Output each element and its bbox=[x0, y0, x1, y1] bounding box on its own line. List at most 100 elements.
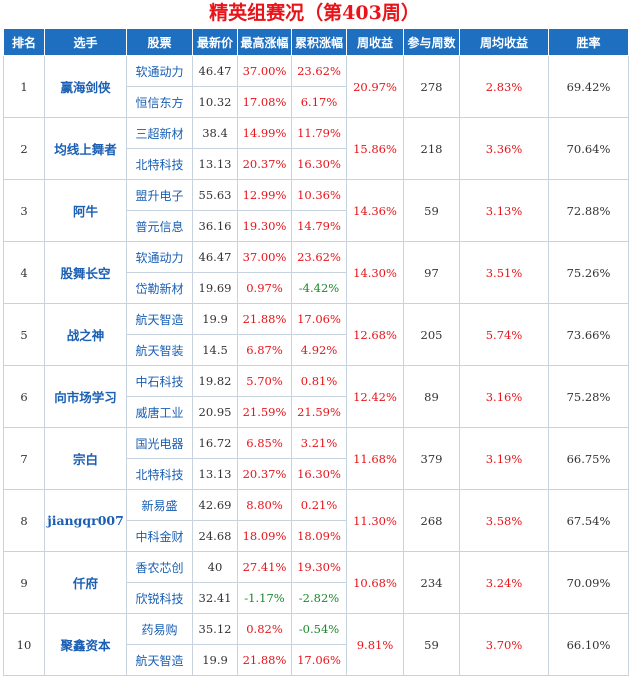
weeks-cell: 59 bbox=[403, 613, 460, 676]
price-cell: 32.41 bbox=[192, 582, 238, 614]
rank-cell: 3 bbox=[3, 179, 45, 242]
weeks-cell: 97 bbox=[403, 241, 460, 304]
stock-link[interactable]: 三超新材 bbox=[126, 117, 193, 149]
player-link[interactable]: jiangqr007 bbox=[44, 489, 127, 552]
max-gain-cell: 21.88% bbox=[237, 303, 292, 335]
player-link[interactable]: 阿牛 bbox=[44, 179, 127, 242]
player-link[interactable]: 仟府 bbox=[44, 551, 127, 614]
player-link[interactable]: 聚鑫资本 bbox=[44, 613, 127, 676]
max-gain-cell: 19.30% bbox=[237, 210, 292, 242]
price-cell: 55.63 bbox=[192, 179, 238, 211]
max-gain-cell: 18.09% bbox=[237, 520, 292, 552]
table-row: 1 赢海剑侠 软通动力 46.47 37.00% 23.62% 20.97% 278 2.83%… bbox=[3, 55, 629, 118]
rank-cell: 2 bbox=[3, 117, 45, 180]
max-gain-cell: 17.08% bbox=[237, 86, 292, 118]
player-link[interactable]: 战之神 bbox=[44, 303, 127, 366]
win-rate-cell: 70.09% bbox=[548, 551, 629, 614]
stock-link[interactable]: 威唐工业 bbox=[126, 396, 193, 428]
table-row: 岱勒新材 19.69 0.97% -4.42% bbox=[4, 272, 629, 304]
cum-gain-cell: 14.79% bbox=[291, 210, 347, 242]
table-row: 5 战之神 航天智造 19.9 21.88% 17.06% 12.68% 205 5.74% 73… bbox=[3, 303, 629, 366]
stock-link[interactable]: 航天智造 bbox=[126, 644, 193, 676]
week-return-cell: 11.30% bbox=[346, 489, 404, 552]
cum-gain-cell: 0.81% bbox=[291, 365, 347, 397]
player-link[interactable]: 宗白 bbox=[44, 427, 127, 490]
avg-return-cell: 3.24% bbox=[459, 551, 549, 614]
week-return-cell: 14.36% bbox=[346, 179, 404, 242]
price-cell: 36.16 bbox=[192, 210, 238, 242]
cum-gain-cell: 0.21% bbox=[291, 489, 347, 521]
cum-gain-cell: 23.62% bbox=[291, 241, 347, 273]
cum-gain-cell: 11.79% bbox=[291, 117, 347, 149]
table-row: 8 jiangqr007 新易盛 42.69 8.80% 0.21% 11.30% 268 3.… bbox=[3, 489, 629, 552]
table-row: 航天智造 19.9 21.88% 17.06% bbox=[4, 644, 629, 676]
stock-link[interactable]: 恒信东方 bbox=[126, 86, 193, 118]
cum-gain-cell: -4.42% bbox=[291, 272, 347, 304]
header-week-return: 周收益 bbox=[346, 28, 404, 56]
week-return-cell: 9.81% bbox=[346, 613, 404, 676]
avg-return-cell: 3.58% bbox=[459, 489, 549, 552]
max-gain-cell: 37.00% bbox=[237, 241, 292, 273]
player-link[interactable]: 向市场学习 bbox=[44, 365, 127, 428]
stock-link[interactable]: 药易购 bbox=[126, 613, 193, 645]
weeks-cell: 234 bbox=[403, 551, 460, 614]
header-cum-gain: 累积涨幅 bbox=[291, 28, 347, 56]
player-link[interactable]: 均线上舞者 bbox=[44, 117, 127, 180]
stock-link[interactable]: 航天智造 bbox=[126, 303, 193, 335]
stock-link[interactable]: 香农芯创 bbox=[126, 551, 193, 583]
table-row: 中科金财 24.68 18.09% 18.09% bbox=[4, 520, 629, 552]
stock-link[interactable]: 盟升电子 bbox=[126, 179, 193, 211]
price-cell: 38.4 bbox=[192, 117, 238, 149]
price-cell: 42.69 bbox=[192, 489, 238, 521]
stock-link[interactable]: 软通动力 bbox=[126, 55, 193, 87]
weeks-cell: 278 bbox=[403, 55, 460, 118]
page-title: 精英组赛况（第403周） bbox=[209, 2, 420, 24]
max-gain-cell: 6.85% bbox=[237, 427, 292, 459]
stock-link[interactable]: 中石科技 bbox=[126, 365, 193, 397]
stock-link[interactable]: 中科金财 bbox=[126, 520, 193, 552]
price-cell: 14.5 bbox=[192, 334, 238, 366]
cum-gain-cell: 17.06% bbox=[291, 644, 347, 676]
win-rate-cell: 75.26% bbox=[548, 241, 629, 304]
ranking-table: 排名 选手 股票 最新价 最高涨幅 累积涨幅 周收益 参与周数 周均收益 胜率 … bbox=[3, 28, 629, 676]
table-row: 恒信东方 10.32 17.08% 6.17% bbox=[4, 86, 629, 118]
avg-return-cell: 3.13% bbox=[459, 179, 549, 242]
stock-link[interactable]: 普元信息 bbox=[126, 210, 193, 242]
price-cell: 13.13 bbox=[192, 458, 238, 490]
stock-link[interactable]: 北特科技 bbox=[126, 458, 193, 490]
header-price: 最新价 bbox=[192, 28, 238, 56]
cum-gain-cell: 16.30% bbox=[291, 148, 347, 180]
stock-link[interactable]: 航天智装 bbox=[126, 334, 193, 366]
player-link[interactable]: 股舞长空 bbox=[44, 241, 127, 304]
price-cell: 19.9 bbox=[192, 303, 238, 335]
rank-cell: 10 bbox=[3, 613, 45, 676]
table-row: 6 向市场学习 中石科技 19.82 5.70% 0.81% 12.42% 89 3.16% 75… bbox=[3, 365, 629, 428]
player-link[interactable]: 赢海剑侠 bbox=[44, 55, 127, 118]
stock-link[interactable]: 岱勒新材 bbox=[126, 272, 193, 304]
table-row: 威唐工业 20.95 21.59% 21.59% bbox=[4, 396, 629, 428]
max-gain-cell: 37.00% bbox=[237, 55, 292, 87]
stock-link[interactable]: 新易盛 bbox=[126, 489, 193, 521]
stock-link[interactable]: 欣锐科技 bbox=[126, 582, 193, 614]
weeks-cell: 268 bbox=[403, 489, 460, 552]
table-header-row: 排名 选手 股票 最新价 最高涨幅 累积涨幅 周收益 参与周数 周均收益 胜率 bbox=[3, 28, 629, 56]
header-win-rate: 胜率 bbox=[548, 28, 629, 56]
win-rate-cell: 67.54% bbox=[548, 489, 629, 552]
max-gain-cell: 20.37% bbox=[237, 458, 292, 490]
table-row: 北特科技 13.13 20.37% 16.30% bbox=[4, 148, 629, 180]
stock-link[interactable]: 软通动力 bbox=[126, 241, 193, 273]
cum-gain-cell: 19.30% bbox=[291, 551, 347, 583]
stock-link[interactable]: 国光电器 bbox=[126, 427, 193, 459]
header-player: 选手 bbox=[44, 28, 127, 56]
win-rate-cell: 69.42% bbox=[548, 55, 629, 118]
table-row: 航天智装 14.5 6.87% 4.92% bbox=[4, 334, 629, 366]
stock-link[interactable]: 北特科技 bbox=[126, 148, 193, 180]
header-max-gain: 最高涨幅 bbox=[237, 28, 292, 56]
price-cell: 20.95 bbox=[192, 396, 238, 428]
avg-return-cell: 2.83% bbox=[459, 55, 549, 118]
max-gain-cell: 20.37% bbox=[237, 148, 292, 180]
cum-gain-cell: 3.21% bbox=[291, 427, 347, 459]
rank-cell: 8 bbox=[3, 489, 45, 552]
win-rate-cell: 75.28% bbox=[548, 365, 629, 428]
max-gain-cell: -1.17% bbox=[237, 582, 292, 614]
